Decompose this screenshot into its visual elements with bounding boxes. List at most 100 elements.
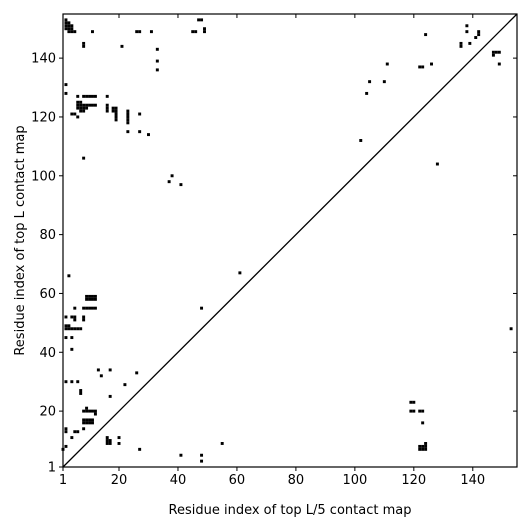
contact-point — [91, 306, 94, 310]
contact-point — [64, 83, 68, 87]
contact-point — [93, 297, 97, 301]
contact-point — [85, 103, 89, 107]
contact-point — [85, 94, 89, 98]
contact-point — [88, 421, 92, 425]
contact-point — [67, 30, 71, 34]
contact-point — [85, 409, 89, 413]
contact-point — [424, 442, 428, 445]
contact-point — [418, 409, 422, 413]
x-tick-label: 100 — [342, 473, 367, 488]
contact-point — [70, 347, 74, 351]
contact-point — [88, 418, 92, 422]
contact-point — [418, 444, 422, 448]
contact-point — [82, 421, 86, 425]
plot-area — [61, 13, 518, 468]
contact-point — [238, 271, 242, 275]
contact-point — [88, 297, 92, 301]
contact-point — [85, 418, 89, 422]
contact-point — [359, 139, 363, 142]
contact-point — [93, 94, 97, 98]
contact-point — [76, 115, 80, 119]
contact-point — [126, 130, 130, 134]
y-tick-label: 20 — [39, 405, 56, 420]
contact-point — [64, 18, 68, 22]
contact-point — [421, 409, 425, 413]
contact-point — [412, 409, 416, 413]
contact-point — [220, 442, 224, 445]
contact-point — [88, 409, 92, 413]
contact-point — [85, 406, 89, 410]
contact-point — [108, 442, 112, 445]
contact-point — [155, 68, 159, 72]
contact-point — [477, 33, 481, 37]
contact-point — [385, 62, 389, 66]
contact-point — [67, 27, 71, 31]
contact-point — [79, 389, 83, 392]
contact-point — [82, 106, 86, 110]
contact-point — [138, 447, 142, 451]
contact-point — [91, 409, 94, 413]
contact-point — [82, 318, 86, 322]
contact-point — [88, 94, 92, 98]
contact-point — [111, 109, 115, 113]
contact-point — [67, 24, 71, 28]
contact-point — [70, 380, 74, 384]
contact-point — [82, 315, 86, 319]
contact-point — [85, 306, 89, 310]
contact-point — [138, 30, 142, 34]
contact-point — [179, 453, 183, 457]
contact-point — [468, 41, 472, 45]
contact-point — [76, 103, 80, 107]
contact-point — [123, 383, 127, 387]
contact-point — [91, 94, 94, 98]
contact-point — [147, 133, 150, 137]
contact-point — [64, 327, 68, 331]
contact-point — [459, 41, 463, 45]
contact-point — [126, 112, 130, 116]
contact-point — [494, 50, 498, 54]
contact-point — [418, 65, 422, 69]
contact-point — [82, 156, 86, 160]
contact-point — [412, 400, 416, 404]
contact-point — [117, 436, 121, 440]
contact-point — [430, 62, 433, 66]
contact-point — [93, 103, 97, 107]
contact-point — [155, 47, 159, 51]
contact-point — [64, 24, 68, 28]
y-tick-label: 100 — [31, 169, 56, 184]
contact-point — [91, 103, 94, 107]
contact-point — [91, 418, 94, 422]
contact-point — [155, 59, 159, 63]
contact-point — [108, 439, 112, 442]
contact-point — [76, 380, 80, 384]
contact-point — [126, 121, 130, 125]
contact-point — [418, 447, 422, 451]
contact-point — [111, 106, 115, 110]
contact-point — [76, 327, 80, 331]
contact-point — [93, 294, 97, 298]
contact-point — [82, 44, 86, 48]
contact-point — [91, 297, 94, 301]
x-tick-label: 80 — [288, 473, 305, 488]
contact-point — [91, 294, 94, 298]
contact-point — [76, 430, 80, 434]
contact-point — [465, 30, 469, 34]
contact-point — [120, 44, 124, 48]
contact-point — [194, 30, 198, 34]
contact-point — [73, 318, 77, 322]
contact-point — [200, 18, 204, 22]
y-tick-label: 80 — [39, 228, 56, 243]
contact-point — [491, 53, 495, 57]
x-tick-label: 40 — [170, 473, 187, 488]
x-tick-label: 120 — [401, 473, 426, 488]
contact-point — [64, 21, 68, 25]
contact-point — [105, 94, 109, 98]
contact-point — [64, 336, 68, 340]
contact-point — [70, 315, 74, 319]
contact-point — [91, 421, 94, 425]
contact-point — [197, 18, 201, 22]
contact-point — [114, 118, 118, 122]
contact-point — [82, 94, 86, 98]
contact-point — [73, 315, 77, 319]
